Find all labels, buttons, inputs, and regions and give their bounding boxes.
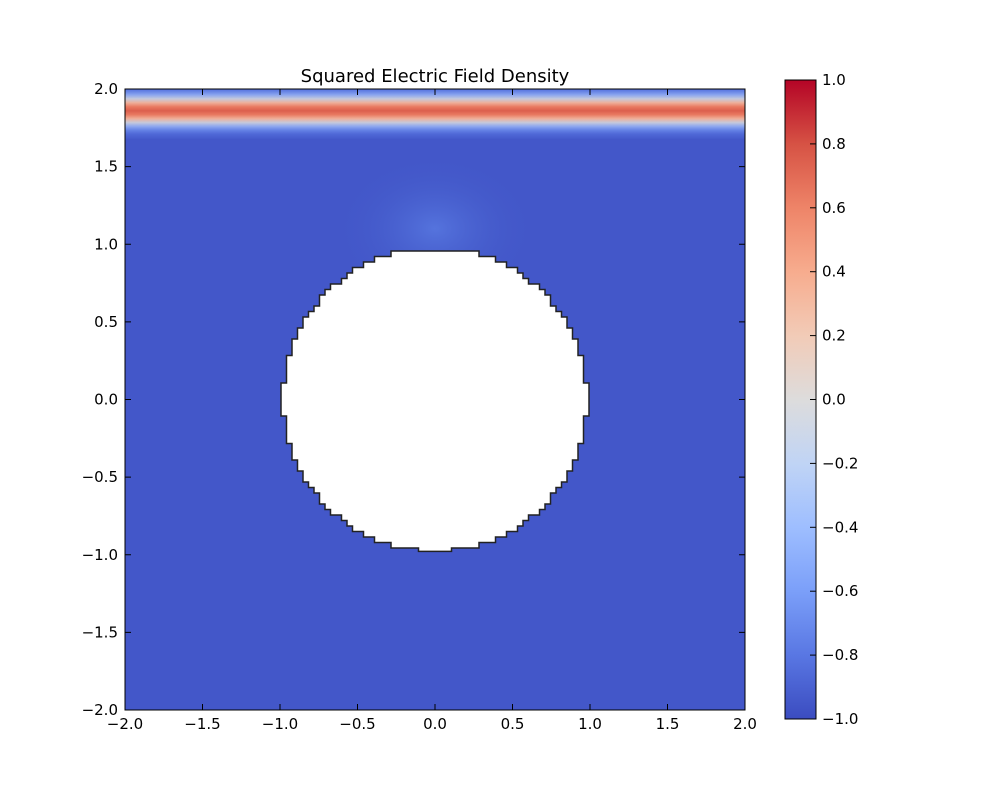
y-tick-label: 1.0 (94, 235, 118, 253)
colorbar-tick-label: −0.8 (822, 646, 858, 664)
heatmap-plot-area (125, 89, 745, 710)
y-tick-label: 0.0 (94, 391, 118, 409)
colorbar-axis: −1.0 −0.8 −0.6 −0.4 −0.2 0.0 0.2 0.4 0.6 0.8 1.0 (810, 71, 858, 728)
colorbar-tick-label: −0.2 (822, 454, 858, 472)
x-tick-label: −0.5 (339, 715, 375, 733)
y-tick-label: −2.0 (82, 701, 118, 719)
y-tick-label: −0.5 (82, 468, 118, 486)
x-tick-label: −1.5 (184, 715, 220, 733)
colorbar-tick-label: 0.4 (822, 263, 846, 281)
x-tick-label: 0.5 (501, 715, 525, 733)
obstacle-circle (280, 250, 590, 553)
x-axis: −2.0 −1.5 −1.0 −0.5 0.0 0.5 1.0 1.5 2.0 (107, 89, 757, 733)
x-tick-label: −1.0 (262, 715, 298, 733)
y-tick-label: 0.5 (94, 313, 118, 331)
field-band (125, 89, 745, 139)
colorbar-tick-label: 1.0 (822, 71, 846, 89)
colorbar-tick-label: −0.4 (822, 518, 858, 536)
x-tick-label: 1.0 (578, 715, 602, 733)
y-tick-label: 2.0 (94, 80, 118, 98)
x-tick-label: −2.0 (107, 715, 143, 733)
colorbar-tick-label: −1.0 (822, 710, 858, 728)
x-tick-label: 1.5 (656, 715, 680, 733)
colorbar-tick-label: 0.0 (822, 391, 846, 409)
y-tick-label: −1.5 (82, 623, 118, 641)
y-tick-label: 1.5 (94, 158, 118, 176)
colorbar-tick-label: 0.6 (822, 199, 846, 217)
colorbar: −1.0 −0.8 −0.6 −0.4 −0.2 0.0 0.2 0.4 0.6 0.8 1.0 (784, 71, 858, 728)
x-tick-label: 0.0 (423, 715, 447, 733)
chart-title: Squared Electric Field Density (301, 66, 570, 87)
colorbar-tick-label: 0.8 (822, 135, 846, 153)
x-tick-label: 2.0 (733, 715, 757, 733)
y-axis: −2.0 −1.5 −1.0 −0.5 0.0 0.5 1.0 1.5 2.0 (82, 80, 745, 719)
colorbar-tick-label: 0.2 (822, 327, 846, 345)
y-tick-label: −1.0 (82, 546, 118, 564)
colorbar-tick-label: −0.6 (822, 582, 858, 600)
